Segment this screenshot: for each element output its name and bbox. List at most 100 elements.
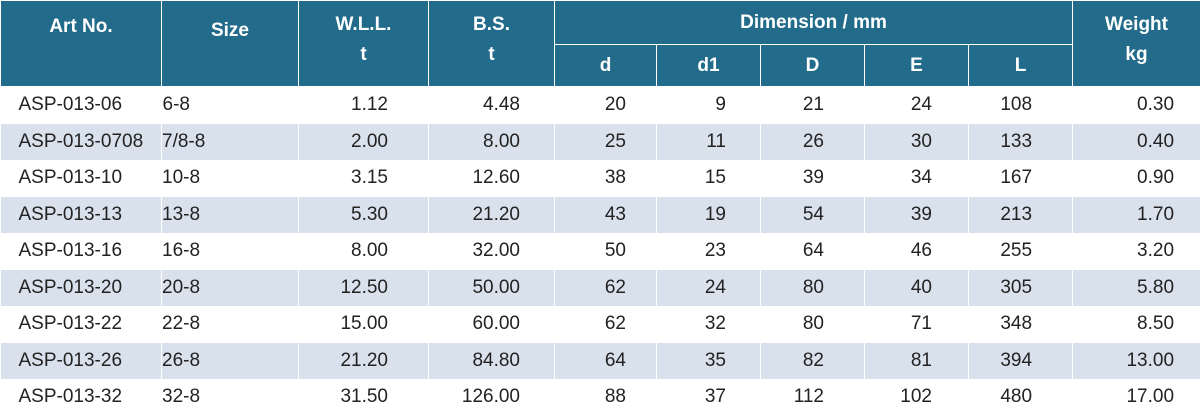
- cell-size: 6-8: [161, 86, 299, 124]
- cell-d: 64: [554, 342, 657, 379]
- table-header: Art No. Size W.L.L. t B.S. t Dimension /…: [0, 0, 1200, 87]
- cell-d: 25: [554, 123, 657, 160]
- cell-L: 305: [968, 269, 1074, 306]
- cell-L: 394: [968, 342, 1074, 379]
- cell-L: 348: [968, 306, 1074, 343]
- cell-size: 16-8: [161, 233, 299, 270]
- cell-L: 167: [968, 160, 1074, 197]
- header-weight-label: Weight: [1105, 14, 1168, 35]
- cell-wll: 8.00: [298, 233, 429, 270]
- cell-d1: 35: [656, 342, 761, 379]
- cell-size: 13-8: [161, 196, 299, 233]
- header-weight-unit: kg: [1125, 43, 1148, 65]
- header-bs-unit: t: [488, 43, 495, 65]
- cell-art-no: ASP-013-32: [0, 379, 162, 416]
- cell-bs: 21.20: [428, 196, 555, 233]
- cell-d: 50: [554, 233, 657, 270]
- cell-wll: 5.30: [298, 196, 429, 233]
- header-wll: W.L.L. t: [298, 0, 429, 87]
- cell-d: 62: [554, 269, 657, 306]
- cell-D: 54: [760, 196, 865, 233]
- cell-L: 255: [968, 233, 1074, 270]
- cell-d1: 23: [656, 233, 761, 270]
- cell-d1: 11: [656, 123, 761, 160]
- header-D: D: [760, 44, 865, 87]
- cell-E: 46: [864, 233, 969, 270]
- cell-E: 40: [864, 269, 969, 306]
- cell-size: 7/8-8: [161, 123, 299, 160]
- header-art-no: Art No.: [0, 0, 162, 87]
- table-row: ASP-013-22 22-8 15.00 60.00 62 32 80 71 …: [0, 306, 1200, 343]
- cell-bs: 32.00: [428, 233, 555, 270]
- cell-wll: 31.50: [298, 379, 429, 416]
- table-row: ASP-013-13 13-8 5.30 21.20 43 19 54 39 2…: [0, 196, 1200, 233]
- cell-weight: 13.00: [1072, 342, 1200, 379]
- cell-D: 80: [760, 269, 865, 306]
- cell-weight: 0.40: [1072, 123, 1200, 160]
- header-dimension: Dimension / mm: [553, 0, 1074, 45]
- cell-size: 22-8: [161, 306, 299, 343]
- cell-D: 112: [760, 379, 865, 416]
- table-body: ASP-013-06 6-8 1.12 4.48 20 9 21 24 108 …: [0, 86, 1200, 416]
- cell-art-no: ASP-013-0708: [0, 123, 162, 160]
- cell-bs: 60.00: [428, 306, 555, 343]
- cell-d1: 32: [656, 306, 761, 343]
- header-d1: d1: [656, 44, 761, 87]
- cell-D: 26: [760, 123, 865, 160]
- cell-d: 43: [554, 196, 657, 233]
- header-wll-label: W.L.L.: [335, 14, 392, 35]
- cell-art-no: ASP-013-10: [0, 160, 162, 197]
- cell-D: 39: [760, 160, 865, 197]
- cell-D: 21: [760, 86, 865, 124]
- cell-size: 32-8: [161, 379, 299, 416]
- cell-weight: 1.70: [1072, 196, 1200, 233]
- cell-wll: 2.00: [298, 123, 429, 160]
- cell-L: 480: [968, 379, 1074, 416]
- cell-L: 213: [968, 196, 1074, 233]
- table-row: ASP-013-10 10-8 3.15 12.60 38 15 39 34 1…: [0, 160, 1200, 197]
- cell-E: 30: [864, 123, 969, 160]
- cell-d1: 37: [656, 379, 761, 416]
- cell-L: 133: [968, 123, 1074, 160]
- cell-art-no: ASP-013-13: [0, 196, 162, 233]
- header-bs: B.S. t: [428, 0, 555, 87]
- cell-size: 10-8: [161, 160, 299, 197]
- cell-art-no: ASP-013-06: [0, 86, 162, 124]
- cell-d1: 19: [656, 196, 761, 233]
- cell-D: 64: [760, 233, 865, 270]
- cell-d: 38: [554, 160, 657, 197]
- cell-art-no: ASP-013-16: [0, 233, 162, 270]
- cell-wll: 15.00: [298, 306, 429, 343]
- cell-weight: 17.00: [1072, 379, 1200, 416]
- cell-E: 71: [864, 306, 969, 343]
- header-d: d: [554, 44, 657, 87]
- cell-art-no: ASP-013-26: [0, 342, 162, 379]
- cell-bs: 12.60: [428, 160, 555, 197]
- cell-d: 20: [554, 86, 657, 124]
- cell-wll: 21.20: [298, 342, 429, 379]
- cell-wll: 12.50: [298, 269, 429, 306]
- table-row: ASP-013-20 20-8 12.50 50.00 62 24 80 40 …: [0, 269, 1200, 306]
- cell-art-no: ASP-013-20: [0, 269, 162, 306]
- cell-weight: 5.80: [1072, 269, 1200, 306]
- cell-bs: 4.48: [428, 86, 555, 124]
- header-size-label: Size: [210, 20, 250, 41]
- cell-E: 39: [864, 196, 969, 233]
- cell-size: 20-8: [161, 269, 299, 306]
- cell-weight: 8.50: [1072, 306, 1200, 343]
- cell-E: 34: [864, 160, 969, 197]
- cell-art-no: ASP-013-22: [0, 306, 162, 343]
- table-row: ASP-013-26 26-8 21.20 84.80 64 35 82 81 …: [0, 342, 1200, 379]
- cell-bs: 50.00: [428, 269, 555, 306]
- cell-size: 26-8: [161, 342, 299, 379]
- cell-bs: 126.00: [428, 379, 555, 416]
- cell-d1: 15: [656, 160, 761, 197]
- table-row: ASP-013-06 6-8 1.12 4.48 20 9 21 24 108 …: [0, 86, 1200, 124]
- cell-D: 80: [760, 306, 865, 343]
- cell-weight: 3.20: [1072, 233, 1200, 270]
- header-weight: Weight kg: [1072, 0, 1200, 87]
- cell-E: 102: [864, 379, 969, 416]
- table-row: ASP-013-32 32-8 31.50 126.00 88 37 112 1…: [0, 379, 1200, 416]
- header-bs-label: B.S.: [473, 14, 510, 35]
- header-size: Size: [161, 0, 299, 87]
